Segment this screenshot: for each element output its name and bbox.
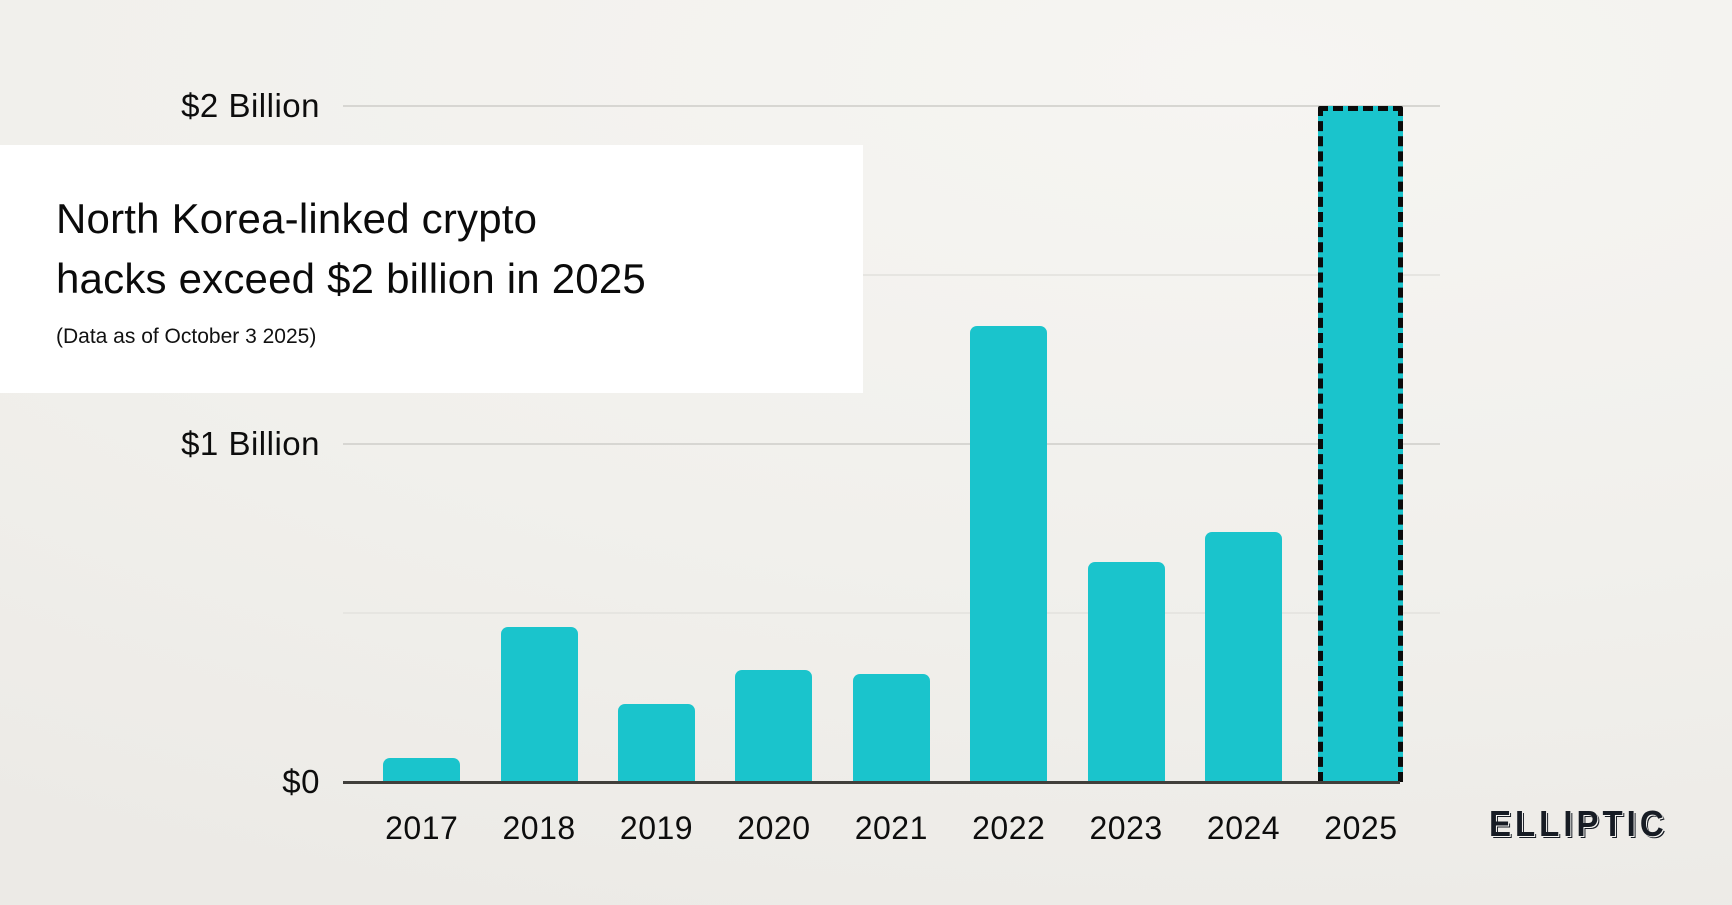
chart-title-line1: North Korea-linked crypto [56, 195, 538, 242]
chart-title: North Korea-linked crypto hacks exceed $… [56, 189, 863, 309]
bar-2017 [383, 758, 460, 782]
gridline-0.5b [343, 612, 1440, 614]
bar-2024 [1205, 532, 1282, 782]
bar-2025 [1318, 106, 1403, 782]
x-tick-label-2023: 2023 [1089, 810, 1163, 846]
elliptic-logo: ELLIPTIC [1489, 803, 1668, 844]
title-card: North Korea-linked crypto hacks exceed $… [0, 145, 863, 393]
bar-2023 [1088, 562, 1165, 782]
x-tick-label-2018: 2018 [502, 810, 576, 846]
bar-2021 [853, 674, 930, 782]
y-tick-label-0: $0 [282, 763, 320, 800]
chart-title-line2: hacks exceed $2 billion in 2025 [56, 255, 646, 302]
x-tick-label-2019: 2019 [619, 810, 694, 846]
x-axis-line [343, 781, 1400, 784]
x-tick-label-2025: 2025 [1324, 810, 1398, 846]
chart-subtitle: (Data as of October 3 2025) [56, 325, 317, 348]
bar-2018 [501, 627, 578, 782]
bar-2020 [735, 670, 812, 782]
y-tick-label-2: $2 Billion [181, 87, 320, 124]
gridline-2b [343, 105, 1440, 107]
x-tick-label-2021: 2021 [854, 810, 928, 846]
x-tick-label-2022: 2022 [972, 810, 1046, 846]
bar-2019 [618, 704, 695, 782]
gridline-1.5b [343, 274, 1440, 276]
gridline-1b [343, 443, 1440, 445]
bar-2022 [970, 326, 1047, 782]
x-tick-label-2020: 2020 [737, 810, 811, 846]
y-tick-label-1: $1 Billion [181, 425, 320, 462]
x-tick-label-2024: 2024 [1206, 810, 1281, 846]
x-tick-label-2017: 2017 [385, 810, 459, 846]
